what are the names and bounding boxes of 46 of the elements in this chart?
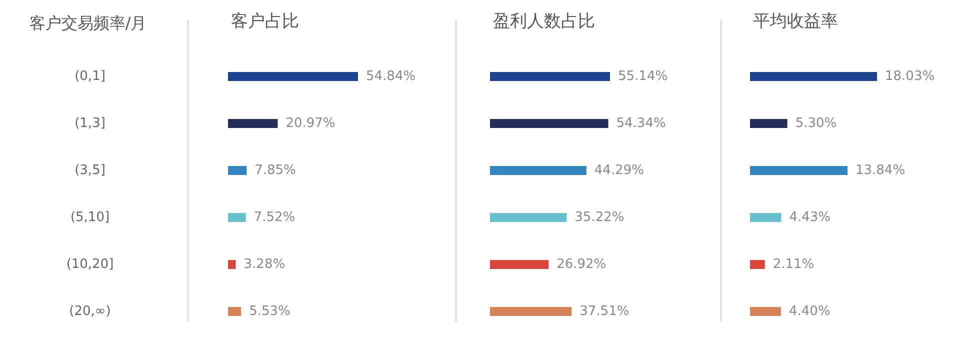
bar — [750, 166, 848, 175]
data-label: 26.92% — [556, 257, 606, 272]
y-tick-label: (3,5] — [74, 163, 106, 178]
y-tick-label: (10,20] — [66, 257, 114, 272]
bar — [490, 166, 586, 175]
data-label: 44.29% — [594, 163, 644, 178]
bar — [228, 119, 278, 128]
data-label: 13.84% — [855, 163, 906, 178]
data-label: 7.52% — [254, 210, 296, 225]
data-label: 7.85% — [254, 163, 296, 178]
data-label: 20.97% — [286, 116, 336, 131]
bar — [490, 260, 549, 269]
data-label: 18.03% — [885, 69, 935, 84]
bar — [490, 307, 572, 316]
data-label: 54.84% — [366, 69, 416, 84]
data-label: 37.51% — [580, 304, 630, 319]
data-label: 4.43% — [789, 210, 831, 225]
bar — [228, 260, 236, 269]
bar — [490, 119, 608, 128]
data-label: 54.34% — [616, 116, 666, 131]
y-tick-label: (1,3] — [74, 116, 106, 131]
y-tick-label: (5,10] — [70, 210, 110, 225]
y-tick-label: (0,1] — [74, 69, 106, 84]
bar — [750, 260, 765, 269]
data-label: 55.14% — [618, 69, 668, 84]
data-label: 35.22% — [574, 210, 624, 225]
y-axis-title: 客户交易频率/月 — [29, 14, 147, 32]
bar — [750, 307, 781, 316]
chart-title: 客户占比 — [231, 12, 299, 32]
bar — [228, 307, 242, 316]
bar — [750, 72, 877, 81]
bar — [750, 119, 788, 128]
bar — [750, 213, 782, 222]
data-label: 5.30% — [795, 116, 837, 131]
data-label: 5.53% — [249, 304, 290, 319]
bar — [228, 166, 247, 175]
chart-title: 盈利人数占比 — [493, 12, 595, 32]
data-label: 4.40% — [788, 304, 830, 319]
bar — [490, 213, 567, 222]
bar — [228, 72, 358, 81]
bar — [228, 213, 246, 222]
chart-title: 平均收益率 — [753, 12, 838, 32]
y-tick-label: (20,∞) — [69, 304, 111, 319]
data-label: 3.28% — [244, 257, 286, 272]
data-label: 2.11% — [772, 257, 814, 272]
bar — [490, 72, 610, 81]
